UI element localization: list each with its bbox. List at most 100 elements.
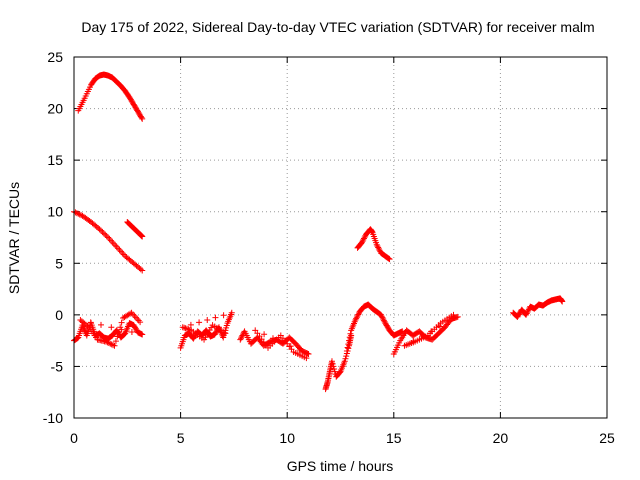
data-point-interp [99, 228, 106, 235]
x-axis-label: GPS time / hours [287, 458, 394, 474]
data-point-interp [98, 227, 105, 234]
data-point-interp [102, 231, 109, 238]
x-tick-label: 5 [177, 430, 185, 446]
series-cluster-8-11h [237, 327, 312, 362]
data-point-interp [360, 235, 367, 242]
data-point [179, 324, 186, 331]
data-point [559, 298, 566, 305]
data-point-interp [137, 266, 144, 273]
x-tick-label: 25 [599, 430, 615, 446]
data-point-interp [380, 315, 387, 322]
data-point [386, 256, 393, 263]
data-point-interp [76, 211, 83, 218]
data-point-interp [343, 353, 350, 360]
axes: 0 5 10 15 20 25 -10 -5 0 5 10 15 20 25 [43, 49, 615, 446]
data-point-interp [110, 240, 117, 247]
data-point [450, 311, 457, 318]
series-arc-short [124, 219, 146, 240]
data-point [222, 330, 229, 337]
data-point [341, 358, 348, 365]
data-point-interp [346, 334, 353, 341]
data-point-interp [353, 315, 360, 322]
data-point [358, 239, 365, 246]
data-point-interp [182, 325, 189, 332]
data-point-interp [380, 317, 387, 324]
data-point [343, 347, 350, 354]
data-point-interp [344, 344, 351, 351]
data-point-interp [72, 209, 79, 216]
data-point [328, 358, 335, 365]
data-point-interp [112, 242, 119, 249]
data-point-interp [103, 233, 110, 240]
data-point-interp [119, 249, 126, 256]
series-bump-14h [354, 226, 393, 263]
data-point-interp [98, 321, 105, 328]
data-point-interp [100, 230, 107, 237]
data-point-interp [379, 314, 386, 321]
data-point-interp [261, 331, 268, 338]
data-point-interp [114, 333, 121, 340]
plot-frame [73, 56, 608, 419]
data-point-interp [220, 312, 227, 319]
series-cluster-20-23h [510, 295, 566, 320]
data-point-interp [95, 225, 102, 232]
data-point [111, 342, 118, 349]
data-point-interp [269, 335, 276, 342]
data-point-interp [347, 330, 354, 337]
y-tick-label: 25 [47, 49, 63, 65]
data-point-interp [138, 114, 145, 121]
data-point [137, 319, 144, 326]
data-point-interp [187, 321, 194, 328]
data-point-interp [186, 326, 193, 333]
data-point-interp [183, 325, 190, 332]
series-cluster-15-18h [390, 311, 461, 358]
data-point-interp [360, 236, 367, 243]
data-point-interp [359, 238, 366, 245]
x-tick-label: 20 [493, 430, 509, 446]
data-point-interp [378, 313, 385, 320]
data-point [237, 336, 244, 343]
data-point-interp [353, 314, 360, 321]
data-point-interp [385, 255, 392, 262]
series-cluster-5-8h [177, 309, 235, 351]
data-point-interp [329, 360, 336, 367]
data-point-interp [523, 310, 530, 317]
data-point-interp [73, 335, 80, 342]
data-point [373, 241, 380, 248]
data-point [139, 267, 146, 274]
data-point-interp [112, 338, 119, 345]
data-point-interp [342, 355, 349, 362]
series-arc-high [75, 71, 146, 122]
data-point-interp [361, 234, 368, 241]
data-point-interp [385, 255, 392, 262]
data-point-interp [134, 315, 141, 322]
data-point-interp [127, 310, 134, 317]
data-point-interp [304, 350, 311, 357]
data-point [454, 313, 461, 320]
data-point-interp [330, 363, 337, 370]
data-point-interp [117, 248, 124, 255]
data-point-interp [375, 245, 382, 252]
data-point [303, 355, 310, 362]
data-point-interp [436, 323, 443, 330]
data-point-interp [524, 309, 531, 316]
series-cluster-0-3h [71, 309, 146, 349]
data-point-interp [381, 318, 388, 325]
data-point-interp [181, 324, 188, 331]
y-axis-label: SDTVAR / TECUs [6, 182, 22, 294]
y-tick-label: 10 [47, 204, 63, 220]
y-tick-label: -10 [43, 410, 63, 426]
data-point-interp [278, 339, 285, 346]
data-point-interp [331, 366, 338, 373]
y-tick-label: 0 [55, 307, 63, 323]
data-point-interp [115, 328, 122, 335]
series-arc-mid [71, 208, 146, 274]
data-point-interp [84, 323, 91, 330]
data-point-interp [87, 319, 94, 326]
data-point-interp [212, 314, 219, 321]
y-tick-label: 20 [47, 101, 63, 117]
data-point [228, 309, 235, 316]
data-point-interp [238, 335, 245, 342]
data-point [139, 115, 146, 122]
